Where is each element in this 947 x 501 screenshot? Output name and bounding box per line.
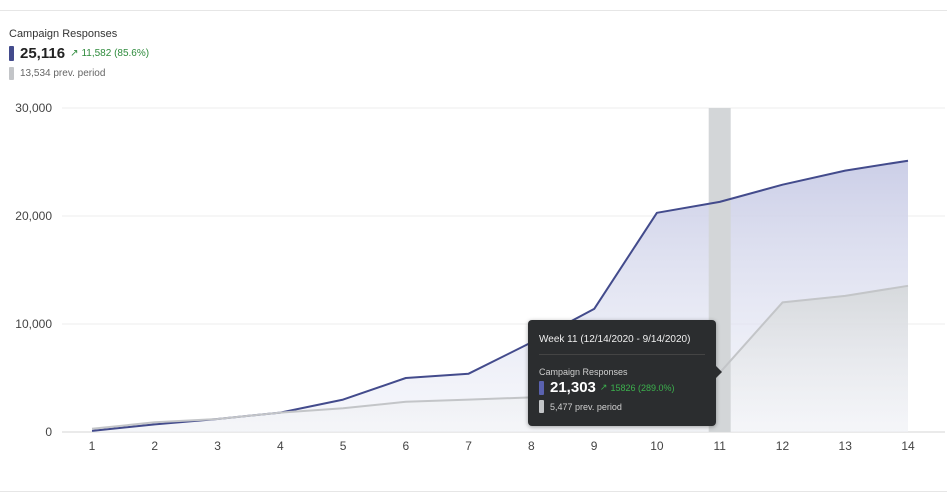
tooltip-divider <box>539 354 705 355</box>
previous-value-row: 13,534 prev. period <box>9 64 149 82</box>
bottom-divider <box>0 491 947 492</box>
y-tick-label: 0 <box>45 425 52 439</box>
x-tick-label: 5 <box>340 439 347 453</box>
tooltip-previous-value: 5,477 prev. period <box>550 401 622 412</box>
current-value: 25,116 <box>20 44 66 62</box>
series-lines <box>91 159 909 432</box>
metric-title: Campaign Responses <box>9 28 118 40</box>
x-tick-label: 3 <box>214 439 221 453</box>
x-axis-ticks: 1 2 3 4 5 6 7 8 9 10 11 12 13 14 <box>89 439 915 453</box>
x-tick-label: 9 <box>591 439 598 453</box>
current-series-swatch <box>9 45 14 61</box>
tooltip-trend-up-icon: ↗ <box>599 382 608 392</box>
x-tick-label: 1 <box>89 439 96 453</box>
trend-up-icon: ↗ <box>70 47 79 59</box>
y-tick-label: 10,000 <box>15 317 52 331</box>
x-tick-label: 14 <box>901 439 915 453</box>
hover-tooltip: Week 11 (12/14/2020 - 9/14/2020) Campaig… <box>528 320 722 426</box>
tooltip-metric-label: Campaign Responses <box>539 367 628 377</box>
current-value-row: 25,116 ↗ 11,582 (85.6%) <box>9 44 149 62</box>
x-tick-label: 2 <box>151 439 158 453</box>
x-tick-label: 4 <box>277 439 284 453</box>
tooltip-delta-value: 15826 (289.0%) <box>610 382 675 393</box>
top-divider <box>0 10 947 11</box>
x-tick-label: 12 <box>776 439 790 453</box>
y-axis-ticks: 0 10,000 20,000 30,000 <box>15 101 52 439</box>
previous-series-swatch <box>9 66 14 80</box>
metric-summary: Campaign Responses 25,116 ↗ 11,582 (85.6… <box>9 28 149 82</box>
x-tick-label: 11 <box>713 439 726 453</box>
delta-value: 11,582 (85.6%) <box>81 47 150 59</box>
x-tick-label: 13 <box>839 439 853 453</box>
x-tick-label: 6 <box>403 439 410 453</box>
tooltip-previous-row: 5,477 prev. period <box>539 400 622 413</box>
previous-series-line <box>91 284 909 430</box>
x-tick-label: 10 <box>650 439 664 453</box>
tooltip-current-swatch <box>539 380 544 395</box>
y-tick-label: 30,000 <box>15 101 52 115</box>
previous-period-value: 13,534 prev. period <box>20 67 106 79</box>
tooltip-caret <box>716 366 722 378</box>
tooltip-previous-swatch <box>539 400 544 413</box>
tooltip-header: Week 11 (12/14/2020 - 9/14/2020) <box>539 334 691 345</box>
y-tick-label: 20,000 <box>15 209 52 223</box>
x-tick-label: 8 <box>528 439 535 453</box>
area-fills <box>92 160 908 432</box>
x-tick-label: 7 <box>465 439 472 453</box>
tooltip-current-value: 21,303 <box>550 379 596 396</box>
tooltip-current-row: 21,303 ↗ 15826 (289.0%) <box>539 379 674 396</box>
